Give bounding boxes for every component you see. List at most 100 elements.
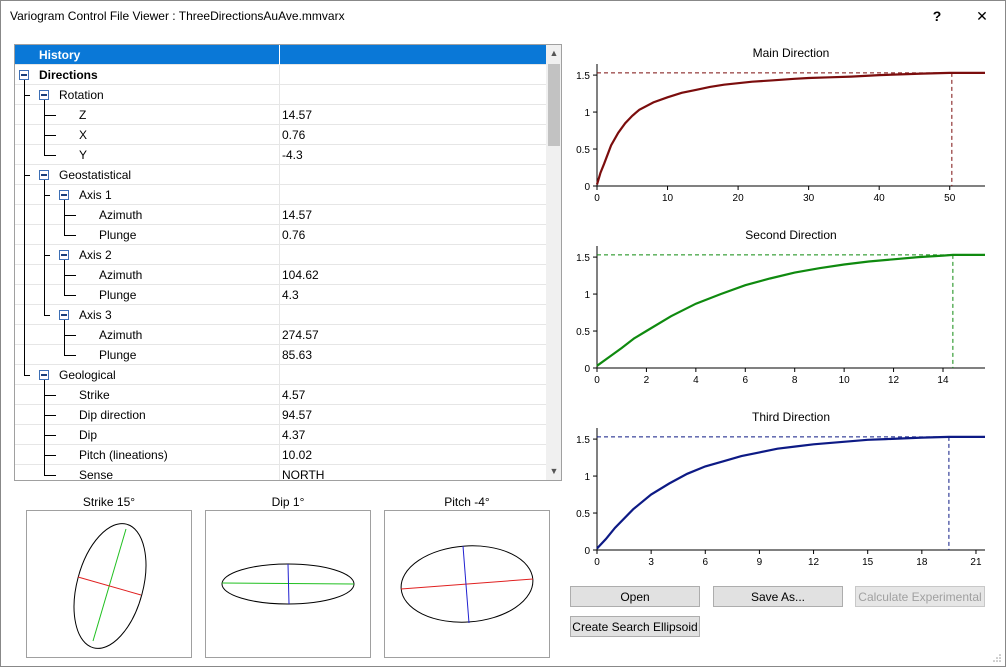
x-tick-label: 30 [803, 193, 815, 204]
tree-row-label: Geostatistical [59, 168, 132, 182]
collapse-icon[interactable] [59, 250, 69, 260]
x-tick-label: 2 [644, 375, 650, 386]
tree-row-label: Pitch (lineations) [79, 448, 168, 462]
strike-ellipse-icon [73, 523, 147, 649]
open-button[interactable]: Open [570, 586, 700, 607]
tree-row[interactable]: Rotation [15, 85, 546, 105]
tree-row[interactable]: Pitch (lineations) 10.02 [15, 445, 546, 465]
third-direction-chart: Third Direction 0 0.5 1 1.5 0 3 6 9 12 15 18 21 [566, 409, 991, 574]
tree-row[interactable]: Azimuth 14.57 [15, 205, 546, 225]
collapse-icon[interactable] [39, 170, 49, 180]
tree-row-label: X [79, 128, 88, 142]
tree-row-value: 0.76 [282, 228, 306, 242]
third-direction-plot: Third Direction 0 0.5 1 1.5 0 3 6 9 12 15 18 21 [576, 410, 985, 568]
tree-row-value: 4.57 [282, 388, 306, 402]
tree-row-label: Strike [79, 388, 110, 402]
tree-row[interactable]: Plunge 4.3 [15, 285, 546, 305]
tree-row-label: Axis 3 [79, 308, 112, 322]
second-direction-chart: Second Direction 0 0.5 1 1.5 0 2 4 6 8 10 12 14 [566, 227, 991, 392]
x-tick-label: 20 [733, 193, 745, 204]
tree-header-label: History [39, 48, 81, 62]
pitch-ellipse-panel [384, 510, 550, 658]
tree-row[interactable]: Axis 2 [15, 245, 546, 265]
tree-row-label: Plunge [99, 288, 137, 302]
x-tick-label: 12 [808, 557, 820, 568]
pitch-ellipse-icon [400, 545, 534, 624]
tree-row-label: Axis 2 [79, 248, 112, 262]
collapse-icon[interactable] [39, 90, 49, 100]
tree-row-label: Dip [79, 428, 98, 442]
tree-row[interactable]: Z 14.57 [15, 105, 546, 125]
y-tick-label: 0.5 [576, 145, 590, 156]
tree-row[interactable]: Directions [15, 65, 546, 85]
tree-row[interactable]: Plunge 85.63 [15, 345, 546, 365]
tree-row[interactable]: Axis 3 [15, 305, 546, 325]
tree-row-value: 4.37 [282, 428, 306, 442]
tree-row[interactable]: Geostatistical [15, 165, 546, 185]
tree-row[interactable]: Dip direction 94.57 [15, 405, 546, 425]
y-tick-label: 1.5 [576, 435, 590, 446]
collapse-icon[interactable] [19, 70, 29, 80]
collapse-icon[interactable] [59, 310, 69, 320]
strike-ellipse-title: Strike 15° [82, 495, 136, 509]
tree-row[interactable]: Axis 1 [15, 185, 546, 205]
second-direction-plot: Second Direction 0 0.5 1 1.5 0 2 4 6 8 10 12 14 [576, 228, 985, 386]
pitch-ellipse-title: Pitch -4° [444, 495, 490, 509]
x-tick-label: 14 [937, 375, 949, 386]
calculate-experimental-button[interactable]: Calculate Experimental [855, 586, 985, 607]
tree-row-value: 10.02 [282, 448, 313, 462]
help-button[interactable]: ? [932, 8, 942, 24]
y-tick-label: 1 [584, 108, 590, 119]
x-tick-label: 8 [792, 375, 798, 386]
tree-row-label: Axis 1 [79, 188, 112, 202]
dip-ellipse-icon [221, 563, 355, 605]
tree-row[interactable]: X 0.76 [15, 125, 546, 145]
tree-row-label: Azimuth [99, 268, 143, 282]
y-tick-label: 1.5 [576, 71, 590, 82]
tree-row-label: Y [79, 148, 88, 162]
y-tick-label: 0.5 [576, 509, 590, 520]
resize-grip-icon[interactable] [992, 653, 1002, 663]
tree-row[interactable]: Strike 4.57 [15, 385, 546, 405]
tree-row-value: 104.62 [282, 268, 319, 282]
x-tick-label: 10 [662, 193, 674, 204]
tree-row-value: 14.57 [282, 108, 313, 122]
tree-row[interactable]: Geological [15, 365, 546, 385]
tree-row[interactable]: Azimuth 274.57 [15, 325, 546, 345]
tree-row[interactable]: Sense NORTH [15, 465, 546, 480]
x-tick-label: 21 [970, 557, 982, 568]
close-button[interactable]: ✕ [976, 7, 988, 24]
x-tick-label: 12 [888, 375, 900, 386]
x-tick-label: 4 [693, 375, 699, 386]
tree-row-label: Directions [39, 68, 98, 82]
scroll-thumb[interactable] [548, 64, 560, 146]
collapse-icon[interactable] [59, 190, 69, 200]
tree-row-label: Azimuth [99, 208, 143, 222]
tree-row[interactable]: Azimuth 104.62 [15, 265, 546, 285]
tree-row[interactable]: Plunge 0.76 [15, 225, 546, 245]
scroll-down-icon[interactable]: ▼ [549, 466, 559, 476]
x-tick-label: 15 [862, 557, 874, 568]
properties-tree[interactable]: History Directions Rotation Z 14.57 X 0.76 Y -4… [14, 44, 562, 481]
chart-title: Third Direction [752, 410, 830, 424]
dip-ellipse-title: Dip 1° [271, 495, 305, 509]
tree-row[interactable]: Y -4.3 [15, 145, 546, 165]
tree-row-value: 0.76 [282, 128, 306, 142]
x-tick-label: 0 [594, 193, 600, 204]
tree-row-value: 14.57 [282, 208, 313, 222]
tree-row-label: Dip direction [79, 408, 146, 422]
save-as-button[interactable]: Save As... [713, 586, 843, 607]
chart-title: Second Direction [745, 228, 836, 242]
create-search-ellipsoid-button[interactable]: Create Search Ellipsoid [570, 616, 700, 637]
tree-scrollbar[interactable]: ▲ ▼ [546, 45, 561, 480]
scroll-up-icon[interactable]: ▲ [549, 48, 559, 58]
main-direction-chart: Main Direction 0 0.5 1 1.5 0 10 20 30 40 50 [566, 45, 991, 210]
x-tick-label: 18 [916, 557, 928, 568]
collapse-icon[interactable] [39, 370, 49, 380]
strike-ellipse-panel [26, 510, 192, 658]
y-tick-label: 0.5 [576, 327, 590, 338]
tree-row[interactable]: Dip 4.37 [15, 425, 546, 445]
tree-header-row[interactable]: History [15, 45, 546, 65]
title-bar: Variogram Control File Viewer : ThreeDir… [1, 1, 1005, 33]
